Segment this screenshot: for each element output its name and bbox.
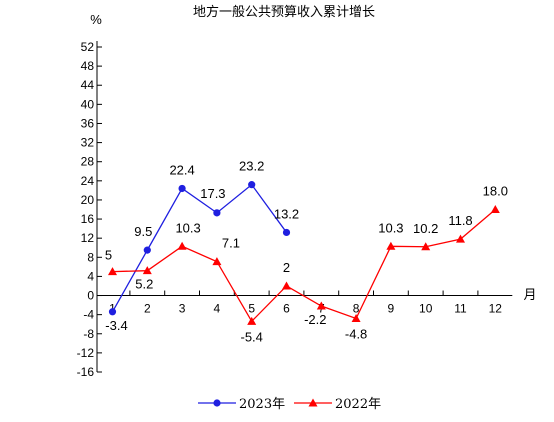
x-tick-label: 5 bbox=[248, 302, 255, 316]
chart-title: 地方一般公共预算收入累计增长 bbox=[193, 4, 375, 20]
x-tick-label: 12 bbox=[489, 302, 503, 316]
data-point bbox=[143, 246, 151, 254]
data-label: 10.3 bbox=[175, 220, 200, 235]
data-label: 23.2 bbox=[239, 159, 264, 174]
data-point bbox=[108, 308, 117, 316]
y-tick-label: 24 bbox=[81, 174, 95, 188]
data-label: 10.3 bbox=[378, 220, 403, 235]
y-tick-label: 20 bbox=[81, 193, 95, 207]
x-tick-label: 11 bbox=[454, 302, 467, 316]
y-tick-label: 4 bbox=[87, 269, 94, 283]
y-tick-label: 32 bbox=[81, 136, 95, 150]
x-tick-label: 9 bbox=[388, 302, 395, 316]
axes: -16-12-8-4048121620242832364044485212345… bbox=[77, 40, 513, 379]
data-label: 17.3 bbox=[200, 186, 225, 201]
x-tick-label: 10 bbox=[419, 302, 433, 316]
data-label: 18.0 bbox=[483, 184, 508, 199]
x-tick-label: 8 bbox=[353, 302, 360, 316]
y-tick-label: -4 bbox=[83, 308, 94, 322]
series-line bbox=[111, 183, 288, 313]
data-label: -5.4 bbox=[240, 329, 262, 344]
data-label: 11.8 bbox=[448, 213, 472, 228]
data-point bbox=[282, 281, 291, 290]
legend-label: 2023年 bbox=[239, 397, 285, 412]
data-point bbox=[212, 257, 222, 266]
legend: 2023年 2022年 bbox=[198, 397, 381, 412]
data-label: -4.8 bbox=[345, 326, 367, 341]
data-label: 2 bbox=[283, 260, 290, 275]
y-tick-label: 16 bbox=[81, 212, 95, 226]
y-tick-label: 0 bbox=[87, 289, 94, 303]
legend-label: 2022年 bbox=[335, 397, 381, 412]
data-point bbox=[213, 209, 221, 217]
data-point bbox=[178, 184, 186, 193]
series-line bbox=[112, 209, 496, 323]
data-label: 22.4 bbox=[169, 162, 194, 177]
series-layer: -3.4 9.5 22.4 17.3 23.2 13.2 5 5.2 10.3 7.1 -5.4 2 -… bbox=[105, 159, 508, 345]
data-point bbox=[386, 241, 396, 250]
y-tick-label: -16 bbox=[77, 365, 95, 379]
data-point bbox=[282, 228, 291, 237]
data-label: -2.2 bbox=[304, 312, 326, 327]
y-tick-label: 8 bbox=[87, 250, 94, 264]
data-point bbox=[316, 301, 326, 310]
y-tick-label: 48 bbox=[81, 59, 95, 73]
data-point bbox=[108, 267, 117, 276]
data-label: 5.2 bbox=[135, 277, 153, 292]
x-tick-label: 3 bbox=[179, 302, 186, 316]
x-tick-label: 2 bbox=[144, 302, 151, 316]
x-axis-unit: 月 bbox=[523, 287, 536, 302]
y-tick-label: -8 bbox=[83, 327, 94, 341]
y-tick-label: 12 bbox=[81, 231, 95, 245]
data-label: 13.2 bbox=[274, 206, 299, 221]
y-tick-label: 28 bbox=[81, 155, 95, 169]
data-point bbox=[456, 234, 465, 243]
y-tick-label: 52 bbox=[81, 40, 95, 54]
y-tick-label: 40 bbox=[81, 97, 95, 111]
data-label: 5 bbox=[105, 248, 112, 263]
data-label: 7.1 bbox=[222, 236, 240, 251]
y-tick-label: 36 bbox=[81, 116, 95, 130]
data-point bbox=[142, 266, 152, 275]
data-point bbox=[177, 241, 187, 250]
data-label: -3.4 bbox=[105, 318, 127, 333]
data-point bbox=[248, 181, 256, 189]
legend-marker bbox=[308, 398, 318, 407]
legend-marker bbox=[213, 399, 221, 407]
data-label: 10.2 bbox=[413, 221, 438, 236]
x-tick-label: 6 bbox=[283, 302, 290, 316]
data-point bbox=[351, 313, 361, 322]
data-point bbox=[490, 205, 500, 213]
y-tick-label: -12 bbox=[77, 346, 95, 360]
data-point bbox=[247, 316, 257, 325]
y-tick-label: 44 bbox=[81, 78, 95, 92]
data-label: 9.5 bbox=[134, 224, 152, 239]
x-tick-label: 4 bbox=[214, 302, 221, 316]
data-point bbox=[421, 242, 431, 251]
y-axis-unit: % bbox=[90, 12, 102, 27]
